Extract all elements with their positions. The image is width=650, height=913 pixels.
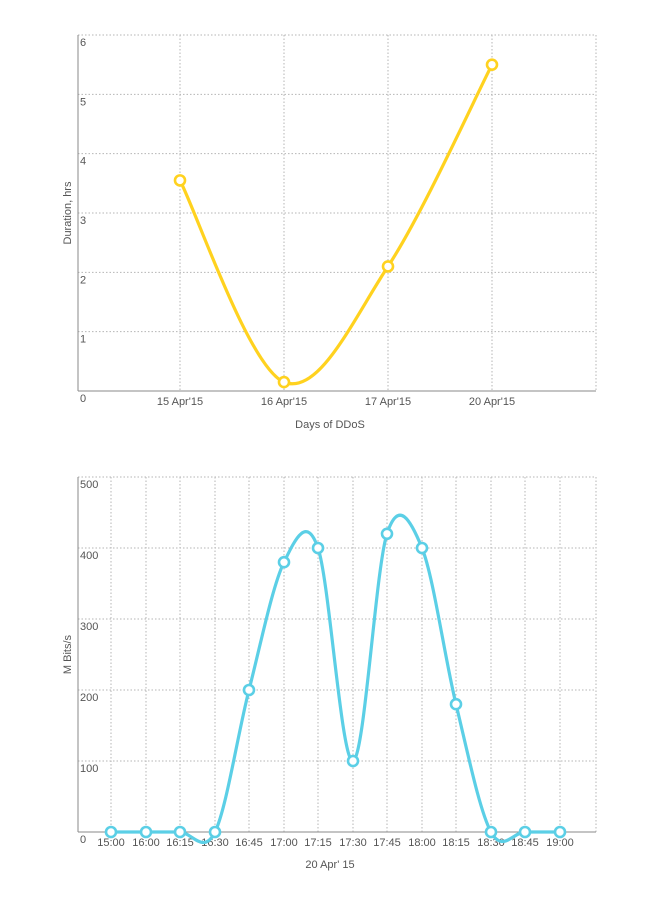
x-axis-title: Days of DDoS xyxy=(295,419,365,431)
data-point xyxy=(173,825,187,839)
y-tick-label: 100 xyxy=(80,763,98,775)
y-axis-title: M Bits/s xyxy=(62,634,74,674)
x-tick-label: 17:00 xyxy=(270,837,298,849)
x-tick-label: 20 Apr'15 xyxy=(469,396,515,408)
x-tick-label: 16:45 xyxy=(235,837,263,849)
x-tick-label: 16:15 xyxy=(166,837,194,849)
x-tick-label: 16:00 xyxy=(132,837,160,849)
y-tick-label: 200 xyxy=(80,692,98,704)
chart-1: 0 1 2 3 4 5 6 15 Apr'15 16 Apr'15 17 Apr'15 20 Apr… xyxy=(62,34,597,431)
x-tick-label: 19:00 xyxy=(546,837,574,849)
data-point xyxy=(277,555,291,569)
x-axis-title: 20 Apr' 15 xyxy=(305,859,354,871)
data-point xyxy=(449,697,463,711)
data-point xyxy=(311,541,325,555)
data-point xyxy=(381,260,395,273)
x-tick-label: 15:00 xyxy=(97,837,125,849)
data-point xyxy=(415,541,429,555)
y-tick-label: 5 xyxy=(80,96,86,108)
data-point xyxy=(242,683,256,697)
y-tick-label: 6 xyxy=(80,37,86,49)
y-tick-label: 300 xyxy=(80,621,98,633)
x-tick-label: 18:30 xyxy=(477,837,505,849)
x-tick-label: 17:30 xyxy=(339,837,367,849)
y-tick-label: 1 xyxy=(80,334,86,346)
series-line xyxy=(109,513,562,845)
y-tick-label: 400 xyxy=(80,550,98,562)
data-point xyxy=(139,825,153,839)
x-tick-label: 16 Apr'15 xyxy=(261,396,307,408)
x-tick-label: 17:45 xyxy=(373,837,401,849)
y-tick-label: 500 xyxy=(80,479,98,491)
x-tick-label: 17 Apr'15 xyxy=(365,396,411,408)
data-point xyxy=(173,174,187,187)
data-point xyxy=(484,825,498,839)
data-point xyxy=(518,825,532,839)
x-tick-label: 18:15 xyxy=(442,837,470,849)
y-axis-title: Duration, hrs xyxy=(62,181,74,244)
data-point xyxy=(553,825,567,839)
y-tick-label: 0 xyxy=(80,393,86,405)
series-line xyxy=(178,63,494,386)
data-point xyxy=(485,58,499,71)
y-tick-label: 0 xyxy=(80,834,86,846)
x-tick-label: 15 Apr'15 xyxy=(157,396,203,408)
data-point xyxy=(277,375,291,389)
data-point xyxy=(104,825,118,839)
y-tick-label: 2 xyxy=(80,274,86,286)
y-tick-label: 4 xyxy=(80,156,86,168)
data-point xyxy=(346,754,360,768)
data-point xyxy=(380,527,394,541)
x-tick-label: 17:15 xyxy=(304,837,332,849)
x-tick-label: 18:45 xyxy=(511,837,539,849)
x-tick-label: 18:00 xyxy=(408,837,436,849)
data-point xyxy=(208,825,222,839)
y-tick-label: 3 xyxy=(80,215,86,227)
